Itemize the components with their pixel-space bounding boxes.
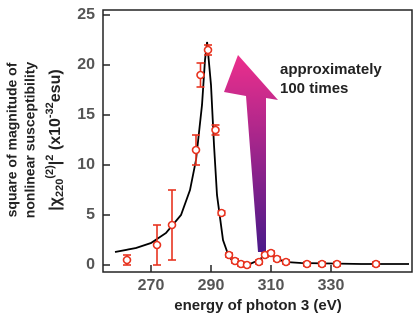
plot-frame (102, 9, 413, 273)
data-point (224, 250, 234, 260)
y-tick-label: 0 (86, 256, 95, 273)
x-axis-label: energy of photon 3 (eV) (174, 297, 342, 314)
annotation: approximately (280, 61, 382, 78)
data-point (317, 259, 327, 269)
y-tick-label: 25 (77, 6, 95, 23)
y-axis-label: |χ220(2)|2 (x10-32esu) (44, 69, 66, 210)
y-axis-label-part: 220 (54, 179, 66, 197)
data-point (167, 220, 177, 230)
data-point (272, 254, 282, 264)
y-axis-label-part: |χ (47, 196, 64, 210)
data-point (203, 45, 213, 55)
y-tick-label: 5 (86, 206, 95, 223)
y-axis-label: nonlinear susceptibility (22, 62, 38, 219)
data-point (211, 125, 220, 135)
data-point (217, 208, 226, 218)
data-point (332, 259, 342, 269)
data-point (152, 240, 162, 250)
y-axis-label-part: | (47, 161, 64, 165)
y-tick-label: 20 (77, 56, 95, 73)
data-point (242, 260, 252, 270)
arrow (224, 55, 278, 252)
y-tick-label: 10 (77, 156, 95, 173)
data-point (302, 259, 312, 269)
y-axis-label-part: esu) (47, 69, 64, 102)
data-point (254, 257, 264, 267)
data-point (371, 259, 381, 269)
y-axis-label-part: (2) (44, 165, 56, 179)
data-point (281, 257, 291, 267)
x-tick-label: 290 (198, 277, 225, 294)
y-axis-label-part: (x10 (47, 118, 64, 155)
data-point (196, 70, 205, 80)
x-tick-label: 310 (258, 277, 285, 294)
data-point (122, 255, 132, 265)
y-axis-label: square of magnitude of (4, 62, 20, 217)
data-point (191, 145, 201, 155)
y-tick-label: 15 (77, 106, 95, 123)
x-tick-label: 270 (138, 277, 165, 294)
y-axis-label-part: -32 (44, 102, 56, 118)
x-tick-label: 330 (318, 277, 345, 294)
y-axis-label-part: 2 (44, 155, 56, 161)
annotation: 100 times (280, 80, 348, 97)
data-point (266, 248, 276, 258)
